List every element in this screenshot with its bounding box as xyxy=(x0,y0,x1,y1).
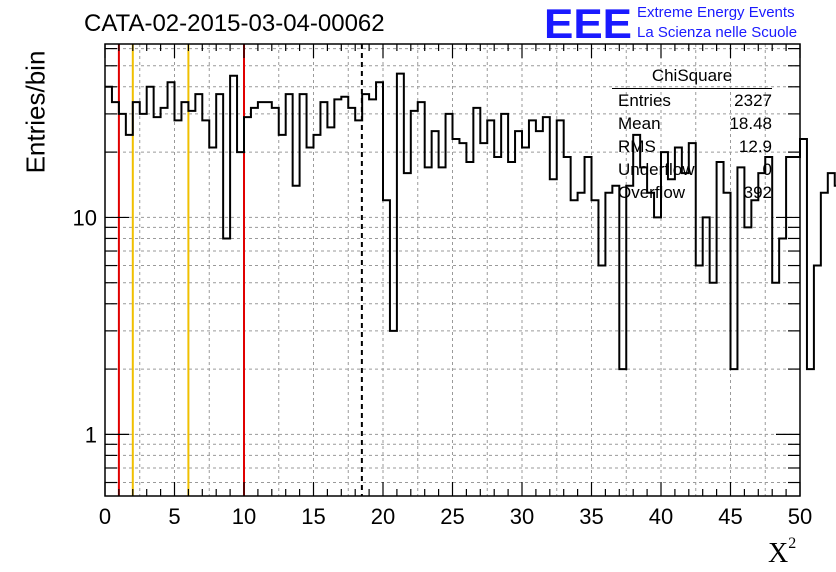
x-tick-label: 45 xyxy=(718,504,742,529)
stats-row-entries: Entries 2327 xyxy=(612,91,772,114)
stats-key: Underflow xyxy=(618,160,695,179)
x-tick-label: 0 xyxy=(99,504,111,529)
x-tick-label: 40 xyxy=(649,504,673,529)
x-axis-label-base: X xyxy=(768,538,789,569)
marker-lines xyxy=(117,44,363,496)
x-tick-label: 50 xyxy=(788,504,812,529)
stats-value: 12.9 xyxy=(738,137,772,156)
x-axis-label-sup: 2 xyxy=(788,534,797,552)
grid-lines xyxy=(105,44,800,496)
stats-key: Mean xyxy=(618,114,661,133)
histogram-outline xyxy=(105,72,836,371)
stats-row-underflow: Underflow 0 xyxy=(612,160,772,183)
logo-line-1: Extreme Energy Events xyxy=(637,4,795,21)
stats-value: 2327 xyxy=(734,91,772,110)
stats-key: RMS xyxy=(618,137,656,156)
x-tick-label: 25 xyxy=(440,504,464,529)
stats-value: 0 xyxy=(762,160,772,179)
x-tick-label: 35 xyxy=(579,504,603,529)
stats-row-rms: RMS 12.9 xyxy=(612,137,772,160)
x-axis-label: X2 xyxy=(768,534,797,570)
y-tick-label: 10 xyxy=(73,205,97,230)
stats-key: Overflow xyxy=(618,183,686,202)
stats-key: Entries xyxy=(618,91,671,110)
x-tick-label: 15 xyxy=(301,504,325,529)
axis-ticks xyxy=(104,44,801,496)
svg-text:EEE: EEE xyxy=(544,2,632,42)
stats-box-title: ChiSquare xyxy=(612,66,772,89)
eee-logo: EEE xyxy=(544,2,632,42)
x-tick-label: 30 xyxy=(510,504,534,529)
stats-value: 18.48 xyxy=(729,114,772,133)
stats-row-overflow: Overflow 392 xyxy=(612,183,772,206)
logo-line-2: La Scienza nelle Scuole xyxy=(637,24,798,41)
stats-row-mean: Mean 18.48 xyxy=(612,114,772,137)
y-tick-label: 1 xyxy=(85,422,97,447)
stats-box: ChiSquare Entries 2327 Mean 18.48 RMS 12… xyxy=(612,66,772,206)
axis-tick-labels: 0 5 10 15 20 25 30 35 40 45 50 1 10 xyxy=(73,205,813,529)
x-tick-label: 10 xyxy=(232,504,256,529)
stats-value: 392 xyxy=(743,183,772,202)
y-axis-label: Entries/bin xyxy=(20,50,51,174)
x-tick-label: 5 xyxy=(168,504,180,529)
chart-title: CATA-02-2015-03-04-00062 xyxy=(84,10,385,37)
x-tick-label: 20 xyxy=(371,504,395,529)
